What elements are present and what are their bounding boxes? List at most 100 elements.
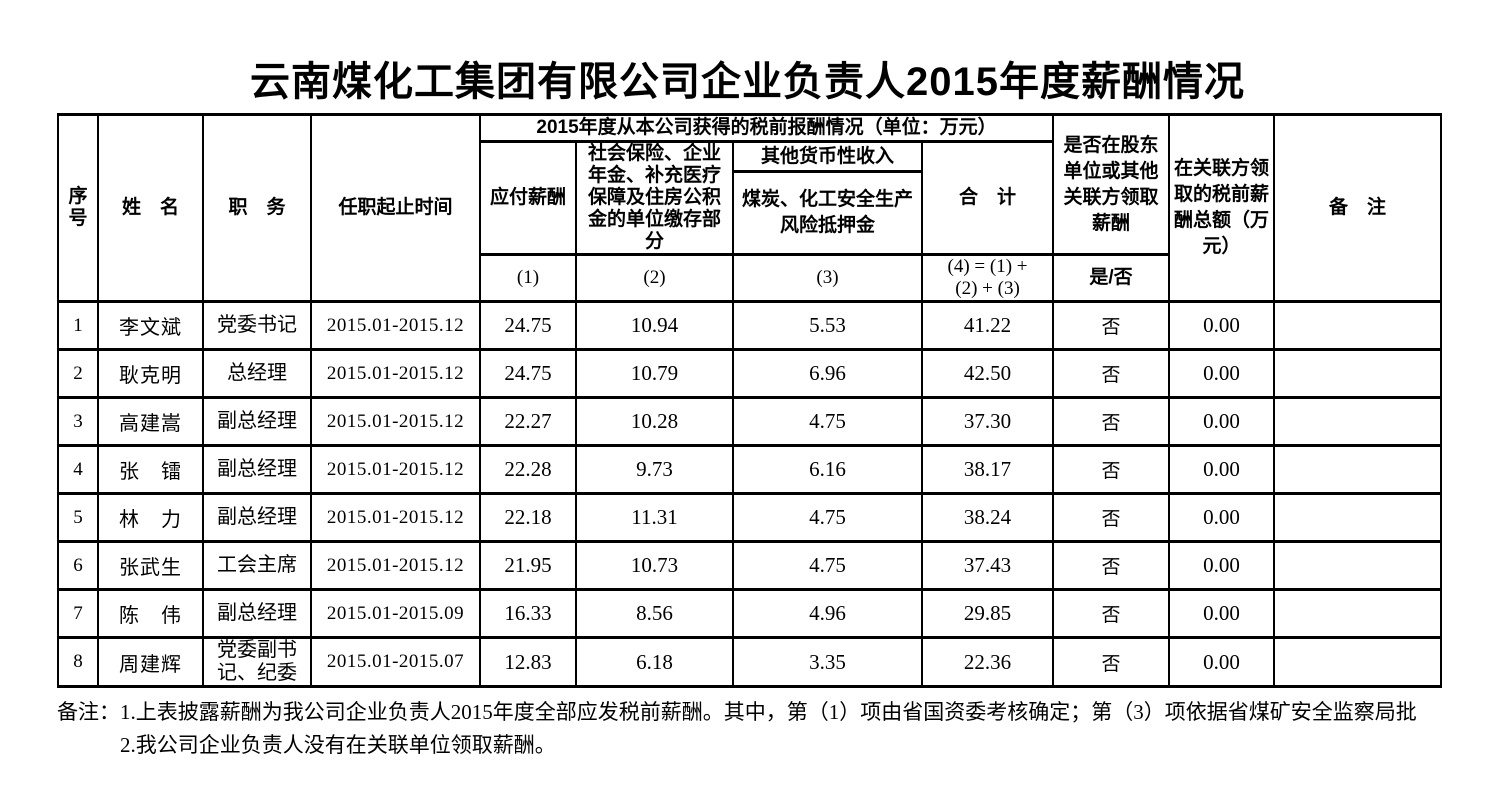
- col-header-payable: 应付薪酬: [479, 140, 577, 256]
- cell-position: 党委副书 记、纪委: [202, 636, 312, 688]
- cell-total: 38.17: [920, 444, 1055, 495]
- cell-total: 41.22: [920, 300, 1055, 351]
- col-header-remark: 备 注: [1273, 113, 1443, 303]
- cell-position: 副总经理: [202, 492, 312, 543]
- footnote-line-2: 2.我公司企业负责人没有在关联单位领取薪酬。: [120, 733, 556, 757]
- footnote: 备注：1.上表披露薪酬为我公司企业负责人2015年度全部应发税前薪酬。其中，第（…: [57, 696, 1452, 762]
- col-header-pretax-group: 2015年度从本公司获得的税前报酬情况（单位：万元）: [478, 113, 1055, 143]
- cell-name: 林 力: [97, 492, 204, 543]
- col-header-related-party-question: 是否在股东单位或其他关联方领取薪酬: [1052, 113, 1171, 256]
- cell-term: 2015.01-2015.12: [310, 396, 481, 447]
- cell-name: 高建嵩: [97, 396, 204, 447]
- cell-risk-deposit: 4.75: [732, 492, 923, 543]
- cell-seq: 6: [57, 540, 99, 591]
- cell-seq: 8: [57, 636, 99, 688]
- cell-yes-no: 否: [1052, 540, 1171, 591]
- cell-related-party-total: 0.00: [1168, 300, 1276, 351]
- cell-position: 副总经理: [202, 444, 312, 495]
- cell-name: 李文斌: [97, 300, 204, 351]
- cell-term: 2015.01-2015.09: [310, 588, 481, 639]
- cell-yes-no: 否: [1052, 636, 1171, 688]
- cell-term: 2015.01-2015.12: [310, 540, 481, 591]
- cell-social-insurance: 8.56: [575, 588, 734, 639]
- cell-remark: [1273, 492, 1443, 543]
- cell-risk-deposit: 6.16: [732, 444, 923, 495]
- cell-related-party-total: 0.00: [1168, 444, 1276, 495]
- cell-name: 陈 伟: [97, 588, 204, 639]
- cell-payable: 22.27: [479, 396, 577, 447]
- cell-name: 张 镭: [97, 444, 204, 495]
- cell-position: 总经理: [202, 348, 312, 399]
- col-subheader-yes-no: 是/否: [1052, 253, 1171, 303]
- cell-seq: 4: [57, 444, 99, 495]
- cell-yes-no: 否: [1052, 444, 1171, 495]
- cell-social-insurance: 10.28: [575, 396, 734, 447]
- col-subheader-3: (3): [732, 253, 923, 303]
- cell-risk-deposit: 3.35: [732, 636, 923, 688]
- page-title: 云南煤化工集团有限公司企业负责人2015年度薪酬情况: [250, 60, 1245, 104]
- table-row: 8 周建辉 党委副书 记、纪委 2015.01-2015.07 12.83 6.…: [57, 636, 1443, 688]
- cell-risk-deposit: 4.96: [732, 588, 923, 639]
- cell-name: 周建辉: [97, 636, 204, 688]
- table-row: 6 张武生 工会主席 2015.01-2015.12 21.95 10.73 4…: [57, 540, 1443, 591]
- header-row-main-upper: 应付薪酬 社会保险、企业年金、补充医疗保障及住房公积金的单位缴存部分 其他货币性…: [58, 140, 1441, 256]
- cell-seq: 7: [57, 588, 99, 639]
- col-header-position: 职 务: [202, 113, 312, 303]
- col-header-seq: 序号: [57, 113, 99, 303]
- cell-yes-no: 否: [1052, 492, 1171, 543]
- cell-position: 党委书记: [202, 300, 312, 351]
- cell-term: 2015.01-2015.12: [310, 444, 481, 495]
- cell-risk-deposit: 4.75: [732, 396, 923, 447]
- cell-related-party-total: 0.00: [1168, 348, 1276, 399]
- table-row: 7 陈 伟 副总经理 2015.01-2015.09 16.33 8.56 4.…: [57, 588, 1443, 639]
- cell-social-insurance: 10.79: [575, 348, 734, 399]
- cell-term: 2015.01-2015.12: [310, 492, 481, 543]
- cell-social-insurance: 6.18: [575, 636, 734, 688]
- cell-risk-deposit: 5.53: [732, 300, 923, 351]
- cell-payable: 21.95: [479, 540, 577, 591]
- cell-payable: 16.33: [479, 588, 577, 639]
- cell-related-party-total: 0.00: [1168, 396, 1276, 447]
- header-row-main-lower: 煤炭、化工安全生产风险抵押金: [58, 170, 1441, 256]
- cell-social-insurance: 11.31: [575, 492, 734, 543]
- table-row: 3 高建嵩 副总经理 2015.01-2015.12 22.27 10.28 4…: [57, 396, 1443, 447]
- cell-related-party-total: 0.00: [1168, 588, 1276, 639]
- cell-yes-no: 否: [1052, 588, 1171, 639]
- cell-term: 2015.01-2015.07: [310, 636, 481, 688]
- cell-social-insurance: 9.73: [575, 444, 734, 495]
- cell-total: 38.24: [920, 492, 1055, 543]
- col-header-related-party-total: 在关联方领取的税前薪酬总额（万元）: [1168, 113, 1276, 303]
- footnote-line-1: 备注：1.上表披露薪酬为我公司企业负责人2015年度全部应发税前薪酬。其中，第（…: [57, 700, 1417, 724]
- col-header-other-monetary-income: 其他货币性收入: [732, 140, 923, 173]
- cell-name: 耿克明: [97, 348, 204, 399]
- cell-social-insurance: 10.94: [575, 300, 734, 351]
- table-row: 4 张 镭 副总经理 2015.01-2015.12 22.28 9.73 6.…: [57, 444, 1443, 495]
- cell-seq: 2: [57, 348, 99, 399]
- cell-seq: 5: [57, 492, 99, 543]
- cell-term: 2015.01-2015.12: [310, 300, 481, 351]
- cell-remark: [1273, 348, 1443, 399]
- salary-table: 序号 姓 名 职 务 任职起止时间 2015年度从本公司获得的税前报酬情况（单位…: [57, 113, 1443, 688]
- cell-seq: 3: [57, 396, 99, 447]
- cell-total: 29.85: [920, 588, 1055, 639]
- col-header-risk-deposit: 煤炭、化工安全生产风险抵押金: [732, 170, 923, 256]
- cell-yes-no: 否: [1052, 396, 1171, 447]
- cell-position: 副总经理: [202, 588, 312, 639]
- table-row: 1 李文斌 党委书记 2015.01-2015.12 24.75 10.94 5…: [57, 300, 1443, 351]
- cell-social-insurance: 10.73: [575, 540, 734, 591]
- cell-name: 张武生: [97, 540, 204, 591]
- cell-yes-no: 否: [1052, 348, 1171, 399]
- col-subheader-1: (1): [479, 253, 577, 303]
- cell-total: 37.30: [920, 396, 1055, 447]
- table-row: 2 耿克明 总经理 2015.01-2015.12 24.75 10.79 6.…: [57, 348, 1443, 399]
- col-header-term: 任职起止时间: [310, 113, 481, 303]
- col-header-total: 合 计: [920, 140, 1055, 256]
- col-subheader-4-formula: (4) = (1) + (2) + (3): [920, 253, 1055, 303]
- col-subheader-2: (2): [575, 253, 734, 303]
- cell-payable: 22.28: [479, 444, 577, 495]
- cell-seq: 1: [57, 300, 99, 351]
- table-row: 5 林 力 副总经理 2015.01-2015.12 22.18 11.31 4…: [57, 492, 1443, 543]
- cell-remark: [1273, 540, 1443, 591]
- cell-position: 副总经理: [202, 396, 312, 447]
